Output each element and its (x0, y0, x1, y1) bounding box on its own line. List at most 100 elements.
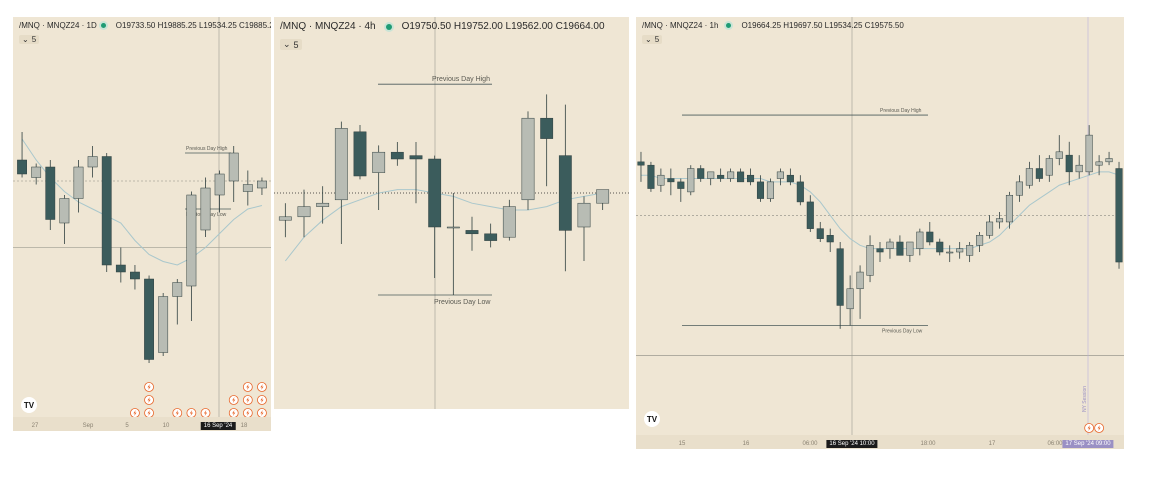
candle-body (856, 271, 864, 290)
candle-body (1045, 158, 1053, 176)
time-tick: 15 (678, 441, 686, 447)
candle-body (866, 245, 874, 276)
ohlc-readout: O19664.25 H19697.50 L19534.25 C19575.50 (741, 21, 904, 30)
time-tick: 17 (988, 441, 996, 447)
candle-body (846, 288, 854, 310)
lightning-bolt-glyph (147, 397, 151, 403)
candle-body (297, 206, 311, 218)
candle-body (1005, 194, 1014, 223)
candle-body (577, 202, 591, 228)
chart-panel-1h[interactable]: NY Session Previous Day High Previous Day … (636, 17, 1124, 449)
candle-body (946, 251, 954, 254)
candle-body (637, 161, 645, 166)
candle-body (1065, 154, 1073, 173)
time-axis[interactable]: 15 16 06:00 16 Sep '24 10:00 18:00 17 06… (636, 435, 1124, 449)
lightning-bolt-glyph (232, 410, 236, 416)
previous-day-high-label: Previous Day High (432, 76, 490, 83)
candle-body (428, 158, 442, 228)
lightning-bolt-glyph (260, 384, 264, 390)
candle-body (228, 152, 239, 182)
candle-body (214, 173, 225, 196)
moving-average-line (21, 138, 263, 266)
lightning-bolt-glyph (1087, 425, 1091, 431)
lightning-bolt-glyph (1097, 425, 1101, 431)
candle-body (806, 201, 814, 229)
candle-body (786, 174, 794, 183)
chevron-down-icon: ⌄ (22, 35, 29, 44)
candle-body (1075, 164, 1083, 173)
previous-day-low-label: Previous Day Low (882, 329, 923, 335)
candle-body (115, 264, 126, 273)
ohlc-readout: O19733.50 H19885.25 L19534.25 C19885.25 (115, 21, 271, 30)
indicator-collapse-button[interactable]: ⌄ 5 (19, 35, 40, 44)
symbol-label[interactable]: /MNQ · MNQZ24 · 1h (642, 21, 719, 30)
candle-body (976, 235, 984, 246)
moving-average-line (640, 171, 1120, 250)
indicator-collapse-button[interactable]: ⌄ 5 (642, 35, 663, 44)
tradingview-logo-icon[interactable]: TV (21, 397, 37, 413)
lightning-bolt-glyph (246, 397, 250, 403)
candle-body (717, 174, 725, 179)
ohlc-readout: O19750.50 H19752.00 L19562.00 C19664.00 (401, 21, 605, 32)
chevron-down-icon: ⌄ (283, 39, 291, 49)
candle-body (200, 187, 211, 231)
market-open-dot-icon (100, 23, 106, 28)
session-time-label: 17 Sep '24 09:00 (1062, 440, 1114, 448)
lightning-bolt-glyph (147, 410, 151, 416)
candle-body (73, 166, 84, 199)
moving-average-line (284, 189, 603, 262)
chart-header: /MNQ · MNQZ24 · 4h O19750.50 H19752.00 L… (280, 21, 605, 32)
indicator-collapse-button[interactable]: ⌄ 5 (280, 39, 302, 50)
time-axis[interactable]: 27 Sep 5 10 16 Sep '24 18 (13, 417, 271, 431)
candle-body (372, 151, 386, 173)
chart-header: /MNQ · MNQZ24 · 1D O19733.50 H19885.25 L… (19, 21, 271, 30)
candle-body (1085, 134, 1093, 173)
candle-body (1095, 161, 1103, 166)
candle-body (158, 296, 169, 353)
candle-body (278, 216, 292, 221)
market-open-dot-icon (726, 23, 732, 28)
candle-body (737, 171, 745, 183)
tradingview-logo-icon[interactable]: TV (644, 411, 660, 427)
previous-day-high-label: Previous Day High (880, 108, 922, 114)
candle-body (558, 155, 572, 231)
candle-body (707, 171, 715, 179)
lightning-bolt-glyph (232, 397, 236, 403)
candle-body (697, 168, 705, 179)
candle-body (242, 184, 253, 192)
candle-body (484, 233, 498, 241)
lightning-bolt-glyph (133, 410, 137, 416)
candle-body (657, 174, 665, 186)
chart-panel-4h[interactable]: Previous Day High Previous Day Low /MNQ ·… (274, 17, 629, 409)
candle-body (836, 248, 844, 306)
candle-body (334, 128, 348, 201)
candle-body (986, 221, 994, 236)
candle-body (966, 245, 974, 256)
candle-body (87, 156, 98, 168)
candle-body (521, 117, 535, 201)
time-tick: 16 (742, 441, 750, 447)
symbol-label[interactable]: /MNQ · MNQZ24 · 4h (280, 21, 376, 32)
lightning-bolt-glyph (175, 410, 179, 416)
previous-day-high-label: Previous Day High (186, 146, 228, 152)
candle-body (59, 198, 70, 224)
candle-body (916, 231, 924, 249)
chart-canvas-1h[interactable]: NY Session Previous Day High Previous Day … (636, 17, 1124, 449)
candle-body (316, 202, 330, 207)
candle-body (756, 181, 765, 199)
symbol-label[interactable]: /MNQ · MNQZ24 · 1D (19, 21, 97, 30)
crosshair-time-label: 16 Sep '24 10:00 (826, 440, 878, 448)
time-tick: 06:00 (1047, 441, 1063, 447)
previous-day-low-label: Previous Day Low (434, 299, 491, 306)
candle-body (502, 206, 516, 238)
candle-body (776, 171, 784, 179)
candle-body (101, 156, 112, 266)
chart-canvas-4h[interactable]: Previous Day High Previous Day Low (274, 17, 629, 409)
indicator-count: 5 (293, 39, 299, 50)
candle-body (667, 178, 675, 183)
session-label: NY Session (1082, 386, 1088, 412)
candle-body (826, 235, 834, 243)
candle-body (995, 218, 1004, 223)
